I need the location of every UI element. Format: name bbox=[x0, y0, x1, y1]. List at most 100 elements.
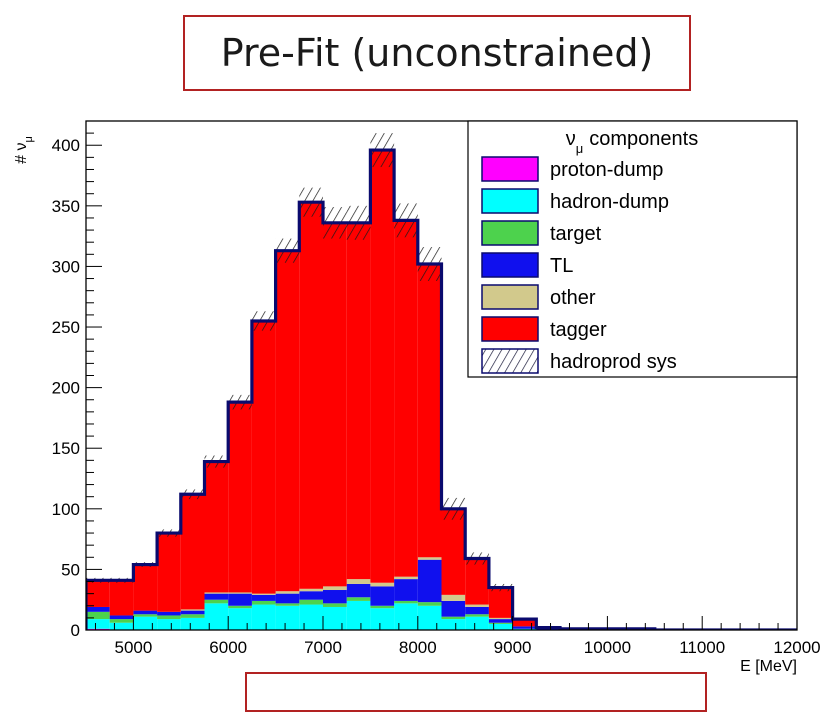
x-tick-label: 9000 bbox=[494, 638, 532, 657]
legend-label-target: target bbox=[550, 223, 602, 245]
bar-target-9 bbox=[299, 599, 323, 605]
y-axis: 0 50 100 150 200 250 300 350 400 bbox=[52, 120, 102, 640]
bar-other-8 bbox=[275, 591, 300, 594]
bar-other-6 bbox=[228, 592, 252, 594]
x-tick-label: 11000 bbox=[679, 638, 725, 657]
bar-target-10 bbox=[323, 603, 347, 607]
x-tick-label: 6000 bbox=[209, 638, 247, 657]
chart-title: Pre-Fit (unconstrained) bbox=[183, 15, 691, 91]
legend: νμ components proton-dump hadron-dump targe… bbox=[467, 120, 798, 378]
bar-TL-1 bbox=[109, 615, 134, 620]
legend-swatch-proton-dump bbox=[481, 156, 539, 182]
legend-swatch-other bbox=[481, 284, 539, 310]
bar-tagger-0 bbox=[86, 580, 110, 607]
bar-target-2 bbox=[133, 614, 158, 617]
bar-tagger-6 bbox=[228, 402, 252, 593]
legend-label-TL: TL bbox=[550, 255, 573, 277]
bar-TL-3 bbox=[157, 611, 181, 616]
bar-TL-5 bbox=[204, 593, 229, 600]
y-tick-label: 300 bbox=[52, 257, 80, 276]
bar-hadron-dump-11 bbox=[346, 600, 371, 630]
bar-other-13 bbox=[394, 576, 418, 580]
bar-target-15 bbox=[441, 616, 466, 620]
legend-label-tagger: tagger bbox=[550, 319, 607, 341]
bar-target-0 bbox=[86, 611, 110, 620]
bar-hadron-dump-9 bbox=[299, 604, 323, 630]
bar-tagger-3 bbox=[157, 533, 181, 612]
bar-other-9 bbox=[299, 588, 323, 592]
bar-hadron-dump-5 bbox=[204, 603, 229, 630]
bar-tagger-2 bbox=[133, 564, 158, 611]
x-tick-label: 7000 bbox=[304, 638, 342, 657]
bar-TL-11 bbox=[346, 583, 371, 598]
bar-TL-8 bbox=[275, 593, 300, 604]
bar-other-17 bbox=[488, 617, 513, 620]
bar-target-3 bbox=[157, 615, 181, 620]
bar-target-14 bbox=[417, 602, 442, 606]
bar-TL-17 bbox=[488, 619, 513, 623]
bar-TL-16 bbox=[465, 606, 489, 615]
bar-target-6 bbox=[228, 605, 252, 609]
bar-target-4 bbox=[180, 614, 205, 618]
bar-TL-15 bbox=[441, 600, 466, 617]
bar-other-16 bbox=[465, 604, 489, 607]
x-tick-label: 10000 bbox=[584, 638, 631, 657]
legend-label-proton-dump: proton-dump bbox=[550, 159, 663, 181]
bar-TL-7 bbox=[251, 594, 276, 601]
bar-target-8 bbox=[275, 603, 300, 606]
legend-label-other: other bbox=[550, 287, 596, 309]
legend-title: νμ components bbox=[566, 128, 698, 156]
y-tick-label: 0 bbox=[71, 621, 80, 640]
bar-TL-13 bbox=[394, 579, 418, 601]
y-tick-label: 350 bbox=[52, 197, 80, 216]
bar-target-13 bbox=[394, 600, 418, 604]
bar-hadron-dump-0 bbox=[86, 619, 110, 629]
histogram-plot: 5000 6000 7000 8000 9000 10000 11000 12000 0 50 1… bbox=[13, 120, 821, 675]
bar-tagger-9 bbox=[299, 202, 323, 589]
bar-hadron-dump-12 bbox=[370, 608, 395, 630]
legend-label-hadron-dump: hadron-dump bbox=[550, 191, 669, 213]
bar-tagger-8 bbox=[275, 250, 300, 592]
bar-hadron-dump-1 bbox=[109, 622, 134, 630]
bar-other-15 bbox=[441, 594, 466, 601]
y-axis-label: # νμ bbox=[13, 136, 35, 164]
y-tick-label: 150 bbox=[52, 439, 80, 458]
bottom-annotation-box bbox=[245, 672, 707, 712]
bar-tagger-15 bbox=[441, 508, 466, 595]
bar-other-5 bbox=[204, 592, 229, 594]
y-tick-label: 400 bbox=[52, 136, 80, 155]
bar-hadron-dump-4 bbox=[180, 617, 205, 630]
bar-TL-18 bbox=[512, 626, 537, 629]
bar-TL-10 bbox=[323, 590, 347, 604]
bar-TL-0 bbox=[86, 606, 110, 612]
bar-other-4 bbox=[180, 609, 205, 611]
bar-TL-9 bbox=[299, 591, 323, 600]
bar-target-11 bbox=[346, 597, 371, 601]
bar-target-5 bbox=[204, 599, 229, 604]
bar-TL-4 bbox=[180, 610, 205, 615]
legend-swatch-hadroprod sys bbox=[481, 348, 539, 374]
x-axis: 5000 6000 7000 8000 9000 10000 11000 12000 bbox=[94, 616, 821, 657]
x-tick-label: 8000 bbox=[399, 638, 437, 657]
bar-hadron-dump-2 bbox=[133, 616, 158, 630]
bar-tagger-11 bbox=[346, 222, 371, 580]
bar-hadron-dump-6 bbox=[228, 608, 252, 630]
bar-TL-14 bbox=[417, 559, 442, 603]
bar-tagger-5 bbox=[204, 461, 229, 593]
bar-hadron-dump-8 bbox=[275, 605, 300, 630]
bar-tagger-18 bbox=[512, 619, 537, 627]
total-outline bbox=[86, 148, 797, 630]
bar-hadron-dump-10 bbox=[323, 606, 347, 630]
bar-target-7 bbox=[251, 600, 276, 605]
bar-hadron-dump-15 bbox=[441, 619, 466, 630]
bar-tagger-17 bbox=[488, 587, 513, 618]
bar-tagger-16 bbox=[465, 558, 489, 605]
legend-label-hadroprod sys: hadroprod sys bbox=[550, 351, 677, 373]
bar-target-12 bbox=[370, 605, 395, 609]
bar-other-7 bbox=[251, 593, 276, 595]
bar-hadron-dump-14 bbox=[417, 605, 442, 630]
x-axis-label: E [MeV] bbox=[740, 658, 797, 675]
bar-TL-2 bbox=[133, 610, 158, 615]
bar-target-16 bbox=[465, 614, 489, 617]
bar-other-12 bbox=[370, 582, 395, 587]
